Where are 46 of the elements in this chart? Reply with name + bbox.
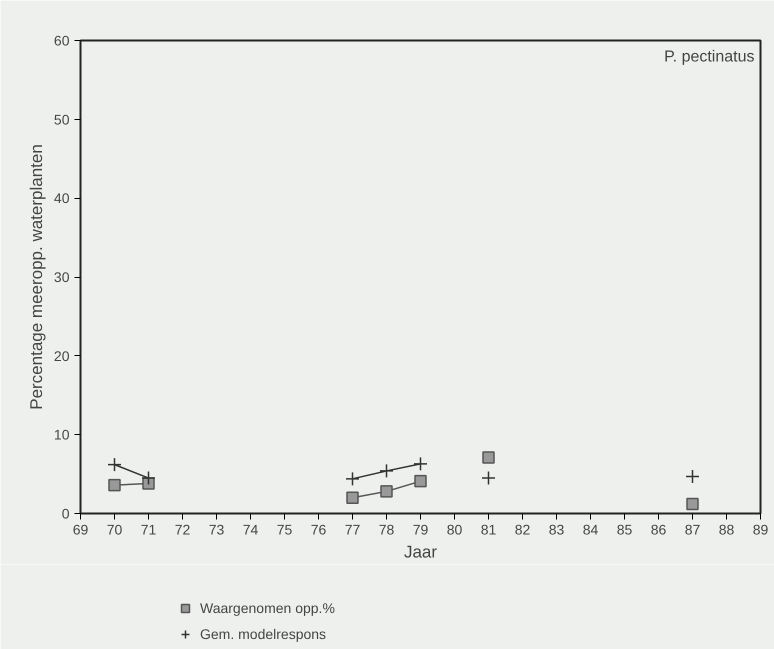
x-tick-label: 74: [242, 522, 258, 538]
y-tick-label: 0: [62, 506, 70, 522]
x-tick-label: 73: [208, 522, 224, 538]
point: [141, 470, 156, 486]
point: [413, 456, 428, 472]
x-tick-label: 69: [72, 522, 88, 538]
legend-label: Gem. modelrespons: [200, 626, 326, 642]
y-tick-label: 20: [54, 348, 70, 364]
x-tick-label: 76: [310, 522, 326, 538]
point: [107, 457, 122, 472]
x-tick-label: 70: [106, 522, 122, 538]
x-tick-label: 86: [650, 522, 666, 538]
y-tick-label: 40: [54, 190, 70, 206]
x-tick-label: 72: [174, 522, 190, 538]
x-tick-label: 78: [378, 522, 394, 538]
x-axis-title: Jaar: [404, 542, 438, 562]
x-tick-label: 85: [616, 522, 632, 538]
x-tick-label: 71: [140, 522, 156, 538]
x-tick-label: 84: [582, 522, 598, 538]
y-tick-label: 30: [54, 269, 70, 285]
y-tick-label: 60: [54, 32, 70, 48]
point: [380, 485, 393, 498]
legend-label: Waargenomen opp.%: [200, 600, 335, 616]
point: [482, 451, 495, 464]
x-tick-label: 89: [752, 522, 768, 538]
point: [481, 470, 496, 486]
x-tick-label: 82: [514, 522, 530, 538]
y-tick-label: 10: [54, 426, 70, 443]
point: [686, 498, 699, 510]
x-tick-label: 80: [446, 522, 462, 538]
point: [108, 478, 121, 492]
x-tick-label: 75: [276, 522, 292, 538]
x-tick-label: 81: [480, 522, 496, 538]
point: [346, 491, 359, 504]
point: [345, 472, 360, 486]
x-tick-label: 83: [548, 522, 564, 538]
point: [685, 469, 700, 484]
point: [379, 464, 394, 478]
x-tick-label: 88: [718, 522, 734, 538]
x-tick-label: 77: [344, 522, 360, 538]
x-tick-label: 79: [412, 522, 428, 538]
point: [414, 474, 427, 488]
y-tick-label: 50: [54, 111, 70, 128]
x-tick-label: 87: [684, 522, 700, 538]
annotation: P. pectinatus: [664, 48, 754, 66]
y-axis-title: Percentage meeropp. waterplanten: [26, 144, 46, 410]
